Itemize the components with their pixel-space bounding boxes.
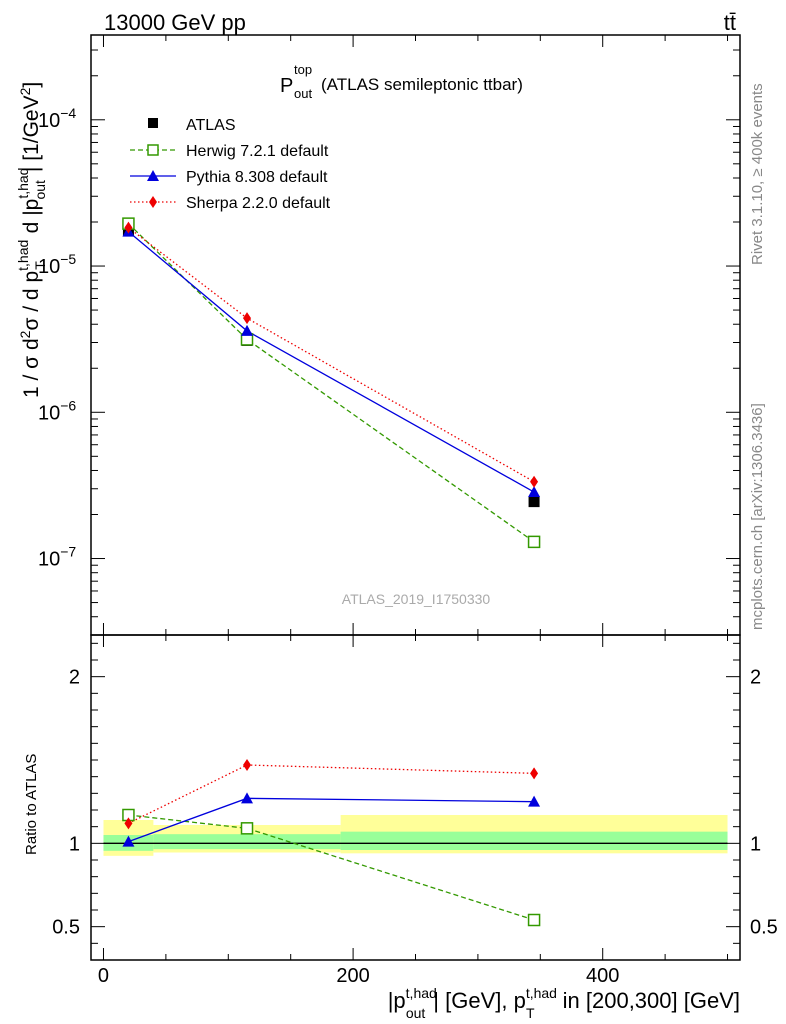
x-tick-label: 400 xyxy=(586,965,619,987)
energy-label: 13000 GeV pp xyxy=(104,10,246,35)
ratio-point-sherpa xyxy=(243,759,252,771)
legend-marker-pythia xyxy=(147,170,159,181)
ratio-point-herwig xyxy=(527,913,541,927)
rivet-label: Rivet 3.1.10, ≥ 400k events xyxy=(749,83,766,265)
main-y-tick-label: 10−4 xyxy=(38,105,76,132)
legend-label-pythia: Pythia 8.308 default xyxy=(186,169,328,186)
tick-labels: 0 200 400 10−7 10−6 10−5 10−4 0.5 0.5 1 1 2 2 xyxy=(38,105,778,987)
ratio-line-herwig xyxy=(128,814,535,921)
legend-marker-sherpa xyxy=(149,196,157,208)
main-title-sub: out xyxy=(294,86,312,101)
main-title-sup: top xyxy=(294,62,312,77)
legend: ATLAS Herwig 7.2.1 default Pythia 8.308 … xyxy=(130,117,331,212)
legend-label-herwig: Herwig 7.2.1 default xyxy=(186,143,329,160)
legend-label-atlas: ATLAS xyxy=(186,117,236,134)
main-point-herwig xyxy=(527,535,541,549)
series-markers xyxy=(122,217,541,927)
ratio-point-pythia xyxy=(528,795,541,807)
main-point-sherpa xyxy=(124,221,133,234)
process-label: tt̄ xyxy=(724,10,736,35)
ratio-point-herwig xyxy=(240,822,254,835)
axes xyxy=(90,34,741,961)
main-point-pythia xyxy=(241,324,254,336)
stat-uncertainty-band xyxy=(153,834,341,850)
x-axis-label: |pt,had out | [GeV], pt,had T in [200,300] … xyxy=(388,985,740,1021)
main-title-rest: (ATLAS semileptonic ttbar) xyxy=(321,75,523,94)
ratio-point-pythia xyxy=(241,792,254,804)
main-point-sherpa xyxy=(243,312,252,325)
main-title-p: P xyxy=(280,75,293,97)
main-point-sherpa xyxy=(530,475,539,488)
ratio-y-tick-label-right: 0.5 xyxy=(750,917,778,939)
legend-label-sherpa: Sherpa 2.2.0 default xyxy=(186,195,331,212)
analysis-id: ATLAS_2019_I1750330 xyxy=(342,591,491,607)
main-point-atlas xyxy=(528,496,540,508)
main-ylabel: 1 / σ d2σ / d pt,hadT d |pt,hadout| [1/G… xyxy=(15,82,48,398)
ratio-point-sherpa xyxy=(124,817,133,830)
main-point-pythia xyxy=(528,486,541,498)
main-y-tick-label: 10−7 xyxy=(38,544,76,571)
legend-marker-atlas xyxy=(148,118,158,128)
ratio-y-tick-label-left: 0.5 xyxy=(52,917,80,939)
ratio-point-pythia xyxy=(122,835,135,847)
ratio-y-tick-label-left: 1 xyxy=(69,833,80,855)
ratio-y-tick-label-left: 2 xyxy=(69,667,80,689)
main-y-tick-label: 10−6 xyxy=(38,397,76,424)
uncertainty-bands xyxy=(103,815,728,856)
ratio-y-tick-label-right: 2 xyxy=(750,667,761,689)
x-tick-label: 0 xyxy=(98,965,109,987)
ratio-point-sherpa xyxy=(530,767,539,780)
x-tick-label: 200 xyxy=(336,965,369,987)
main-y-tick-label: 10−5 xyxy=(38,251,76,278)
ratio-y-tick-label-right: 1 xyxy=(750,833,761,855)
main-title: P top out (ATLAS semileptonic ttbar) xyxy=(280,62,523,101)
mcplots-label: mcplots.cern.ch [arXiv:1306.3436] xyxy=(749,403,766,630)
stat-uncertainty-band xyxy=(340,831,728,850)
ratio-ylabel: Ratio to ATLAS xyxy=(23,754,40,855)
legend-marker-herwig xyxy=(147,144,159,156)
